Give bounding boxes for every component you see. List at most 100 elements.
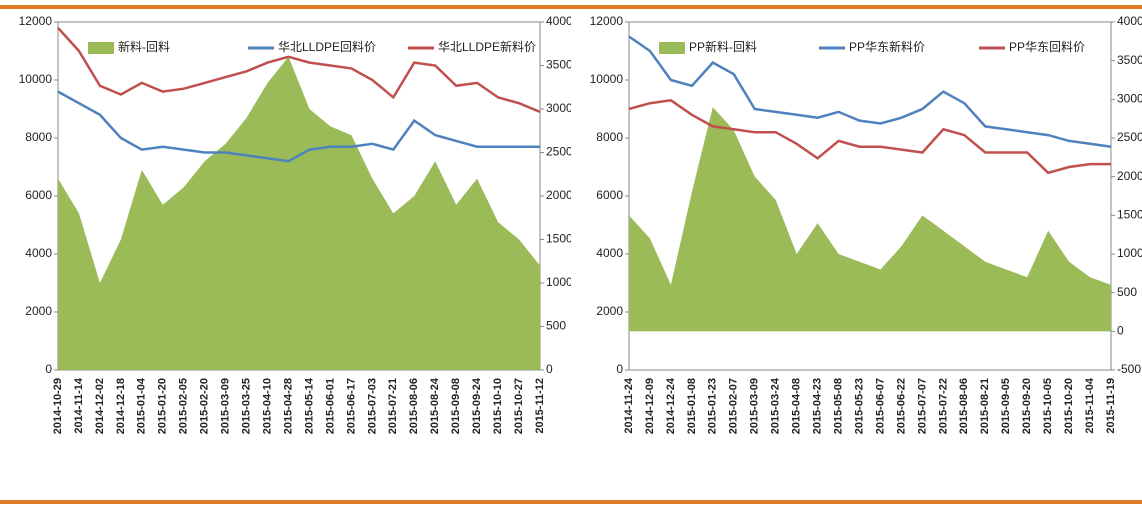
chart: 0 2000 4000 6000 8000 10000 12000 0 500 1000 1500 2… [19,14,571,434]
y2-tick-label: 1500 [1117,208,1142,222]
x-tick-label: 2015-07-22 [937,378,949,434]
x-tick-label: 2015-01-04 [136,377,148,434]
x-tick-label: 2015-11-12 [534,378,546,434]
y2-tick-label: 0 [1117,324,1124,338]
y-tick-label: 10000 [19,72,53,86]
x-tick-label: 2015-03-25 [241,378,253,434]
x-tick-label: 2015-02-20 [199,378,211,434]
y-tick-label: 4000 [25,246,52,260]
y-tick-label: 6000 [25,188,52,202]
x-tick-label: 2015-01-23 [707,378,719,434]
x-tick-label: 2014-12-18 [115,378,127,434]
y2-tick-label: 3000 [546,101,571,115]
legend-label: 华北LLDPE回料价 [278,40,376,54]
y-tick-label: 6000 [596,188,623,202]
y2-tick-label: 2000 [1117,169,1142,183]
top-rule [0,5,1142,9]
x-tick-label: 2014-11-14 [73,377,85,434]
legend-label: PP新料-回料 [689,39,757,54]
x-tick-label: 2015-09-05 [1000,378,1012,434]
line [628,98,1111,175]
y2-tick-label: 2000 [546,188,571,202]
y2-tick-label: 3500 [1117,53,1142,67]
x-tick-label: 2015-05-08 [832,378,844,434]
x-tick-label: 2015-10-20 [1063,378,1075,434]
bottom-rule [0,500,1142,504]
y2-tick-label: 3500 [546,58,571,72]
x-tick-label: 2015-08-24 [429,377,441,434]
x-tick-label: 2014-11-24 [623,377,635,434]
legend-label: 华北LLDPE新料价 [438,39,536,54]
y2-tick-label: 1500 [546,232,571,246]
y-tick-label: 12000 [19,14,53,28]
x-tick-label: 2015-06-07 [874,378,886,434]
y-tick-label: 8000 [25,130,52,144]
y2-tick-label: 500 [546,319,566,333]
y2-tick-label: 3000 [1117,92,1142,106]
x-tick-label: 2015-05-23 [853,378,865,434]
legend-swatch [88,42,114,54]
line [628,35,1112,148]
x-tick-label: 2015-08-06 [408,378,420,434]
legend-label: PP华东新料价 [849,39,925,54]
x-tick-label: 2015-04-28 [282,378,294,434]
x-tick-label: 2015-07-03 [366,378,378,434]
y2-tick-label: 1000 [546,275,571,289]
x-tick-label: 2015-10-27 [513,378,525,434]
x-tick-label: 2015-05-14 [303,377,315,434]
y-tick-label: 4000 [596,246,623,260]
y-tick-label: 0 [45,362,52,376]
x-tick-label: 2015-06-22 [895,378,907,434]
x-tick-label: 2014-12-09 [644,378,656,434]
y2-tick-label: 2500 [1117,130,1142,144]
y2-tick-label: 1000 [1117,246,1142,260]
y-tick-label: 12000 [590,14,624,28]
x-tick-label: 2015-07-21 [387,378,399,434]
x-tick-label: 2015-03-09 [220,378,232,434]
x-tick-label: 2015-09-08 [450,378,462,434]
y2-tick-label: 500 [1117,285,1137,299]
x-tick-label: 2015-11-19 [1105,378,1117,434]
x-tick-label: 2015-02-07 [728,378,740,434]
area [629,107,1111,332]
y2-tick-label: -500 [1117,362,1141,376]
x-tick-label: 2014-10-29 [52,378,64,434]
x-tick-label: 2015-02-05 [178,378,190,434]
x-tick-label: 2015-07-07 [916,378,928,434]
x-tick-label: 2015-04-08 [791,378,803,434]
x-tick-label: 2015-04-10 [261,378,273,434]
x-tick-label: 2015-11-04 [1084,377,1096,434]
y-tick-label: 0 [616,362,623,376]
y-tick-label: 10000 [590,72,624,86]
x-tick-label: 2015-09-24 [471,377,483,434]
y-tick-label: 8000 [596,130,623,144]
area [58,56,540,371]
y2-tick-label: 2500 [546,145,571,159]
chart: 0 2000 4000 6000 8000 10000 12000 -500 0 500 1000 1… [590,14,1142,434]
line [57,90,540,163]
x-tick-label: 2015-03-09 [749,378,761,434]
x-tick-label: 2015-06-17 [345,378,357,434]
x-tick-label: 2015-01-08 [686,378,698,434]
x-tick-label: 2015-08-06 [958,378,970,434]
x-tick-label: 2015-04-23 [812,378,824,434]
legend-swatch [659,42,685,54]
x-tick-label: 2015-10-10 [492,378,504,434]
x-tick-label: 2014-12-24 [665,377,677,434]
x-tick-label: 2015-03-24 [770,377,782,434]
x-tick-label: 2015-08-21 [979,378,991,434]
y2-tick-label: 0 [546,362,553,376]
x-tick-label: 2014-12-02 [94,378,106,434]
legend-label: PP华东回料价 [1009,40,1085,54]
x-tick-label: 2015-06-01 [324,378,336,434]
y2-tick-label: 4000 [546,14,571,28]
x-tick-label: 2015-10-05 [1042,378,1054,434]
y-tick-label: 2000 [596,304,623,318]
legend-label: 新料-回料 [118,39,170,54]
y-tick-label: 2000 [25,304,52,318]
y2-tick-label: 4000 [1117,14,1142,28]
x-tick-label: 2015-09-20 [1021,378,1033,434]
x-tick-label: 2015-01-20 [157,378,169,434]
